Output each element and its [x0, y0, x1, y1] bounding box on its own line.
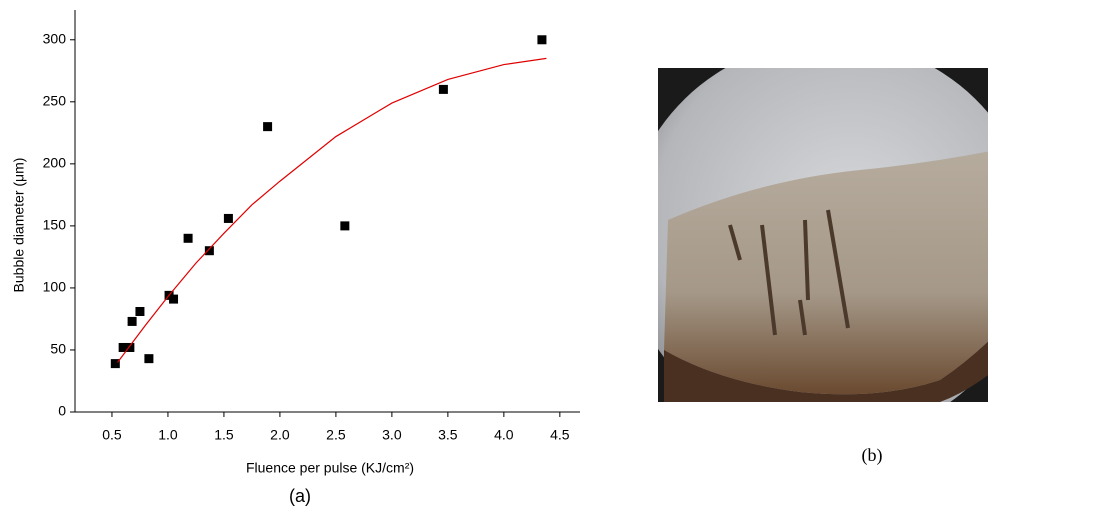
y-axis-label: Bubble diameter (μm) — [11, 158, 27, 293]
x-tick-label: 4.5 — [550, 427, 570, 443]
x-tick-label: 3.5 — [438, 427, 458, 443]
data-point — [135, 307, 144, 316]
x-tick-label: 4.0 — [494, 427, 514, 443]
x-tick-label: 1.0 — [158, 427, 178, 443]
data-point — [340, 221, 349, 230]
data-point — [224, 214, 233, 223]
data-point — [439, 85, 448, 94]
data-point — [184, 234, 193, 243]
y-tick-label: 200 — [43, 155, 67, 171]
data-point — [205, 246, 214, 255]
data-point — [144, 354, 153, 363]
y-tick-label: 50 — [50, 341, 66, 357]
y-tick-label: 0 — [58, 403, 66, 419]
caption: (a) — [289, 486, 311, 506]
x-tick-label: 2.0 — [270, 427, 290, 443]
data-point — [537, 35, 546, 44]
y-tick-label: 300 — [43, 30, 67, 46]
data-point — [128, 317, 137, 326]
photo — [625, 40, 1060, 440]
x-tick-label: 2.5 — [326, 427, 346, 443]
figure: Fluence per pulse (KJ/cm²) Bubble diamet… — [0, 0, 1098, 510]
data-point — [169, 295, 178, 304]
y-tick-label: 150 — [43, 217, 67, 233]
x-tick-label: 0.5 — [102, 427, 122, 443]
y-tick-label: 100 — [43, 279, 67, 295]
y-tick-label: 250 — [43, 93, 67, 109]
data-point — [263, 122, 272, 131]
x-axis-label: Fluence per pulse (KJ/cm²) — [246, 460, 414, 476]
fit-line — [118, 58, 547, 362]
caption: (b) — [862, 445, 883, 466]
x-tick-label: 3.0 — [382, 427, 402, 443]
x-tick-label: 1.5 — [214, 427, 234, 443]
